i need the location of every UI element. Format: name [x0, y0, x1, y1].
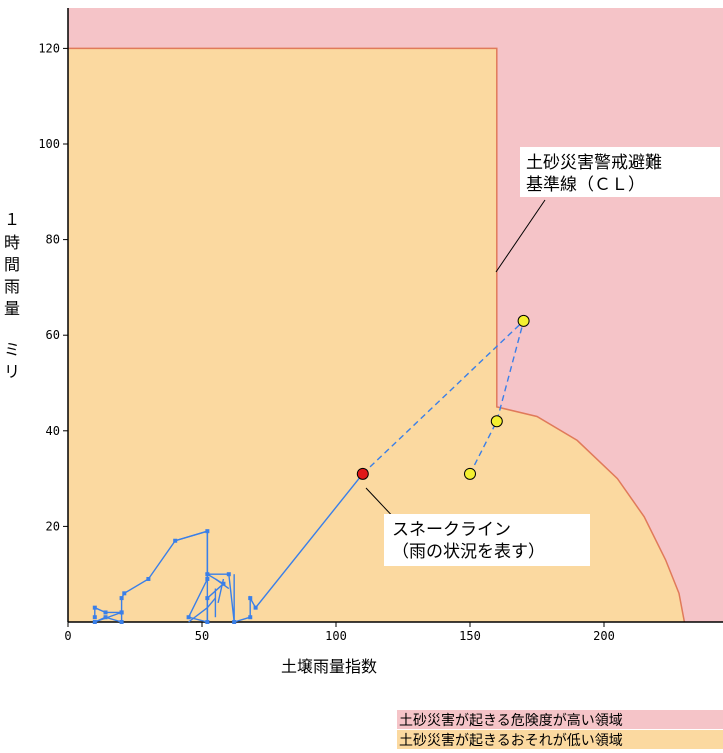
snake-point	[205, 572, 210, 577]
x-ticks: 0 50 100 150 200	[64, 622, 615, 643]
snake-point	[103, 615, 108, 620]
snake-label-line-2: （雨の状況を表す）	[392, 542, 545, 562]
snake-point	[205, 576, 210, 581]
y-label-char-7: リ	[4, 362, 20, 381]
snake-point	[248, 615, 253, 620]
snake-label-box	[384, 514, 590, 566]
snake-point	[122, 591, 127, 596]
cl-label-line-2: 基準線（ＣＬ）	[526, 175, 645, 195]
y-label-char-4: 雨	[4, 277, 20, 296]
cl-label-leader	[495, 199, 546, 273]
y-label-char-5: 量	[4, 299, 20, 318]
snake-point	[253, 605, 258, 610]
snake-point	[221, 581, 226, 586]
legend-high-risk-swatch	[397, 710, 723, 729]
forecast-point	[517, 314, 530, 327]
snake-point	[205, 596, 210, 601]
snake-line-segment	[188, 607, 208, 623]
x-tick-label: 200	[593, 629, 615, 643]
y-label-char-6: ミ	[4, 340, 20, 359]
forecast-point	[464, 467, 476, 480]
snake-point	[205, 620, 210, 624]
legend-low-risk-swatch	[397, 730, 723, 749]
snake-point	[232, 620, 237, 624]
snake-line-group	[92, 473, 364, 624]
snake-point	[92, 605, 97, 610]
legend-high-risk-label: 土砂災害が起きる危険度が高い領域	[399, 712, 623, 729]
y-label-char-2: 時	[4, 233, 20, 252]
y-tick-label: 120	[38, 41, 60, 55]
forecast-group	[362, 320, 525, 475]
snake-point	[186, 615, 191, 620]
x-tick-label: 50	[195, 629, 209, 643]
y-tick-label: 80	[46, 233, 60, 247]
x-tick-label: 0	[64, 629, 71, 643]
snake-point	[205, 529, 210, 534]
cl-label-box	[520, 147, 720, 197]
x-tick-label: 150	[459, 629, 481, 643]
snake-point	[248, 596, 253, 601]
points-group	[356, 314, 530, 480]
snake-point	[119, 620, 124, 624]
forecast-line	[362, 320, 525, 475]
cl-label-line-1: 土砂災害警戒避難	[526, 153, 662, 173]
snake-point	[146, 576, 151, 581]
y-tick-label: 100	[38, 137, 60, 151]
snake-point	[92, 620, 97, 624]
legend-low-risk-label: 土砂災害が起きるおそれが低い領域	[399, 732, 623, 749]
snake-label-line-1: スネークライン	[392, 520, 511, 540]
x-axis-label: 土壌雨量指数	[281, 657, 377, 676]
cl-boundary-line	[68, 47, 686, 623]
y-tick-label: 40	[46, 424, 60, 438]
snake-point	[92, 615, 97, 620]
snake-line-segment	[175, 530, 208, 542]
y-tick-label: 20	[46, 519, 60, 533]
x-tick-label: 100	[325, 629, 347, 643]
y-label-char-1: １	[4, 210, 20, 229]
snake-point	[226, 572, 231, 577]
y-ticks: 20 40 60 80 100 120	[38, 41, 68, 533]
current-point	[356, 467, 369, 480]
y-tick-label: 60	[46, 328, 60, 342]
snake-point	[119, 596, 124, 601]
snake-point	[173, 538, 178, 543]
low-risk-area	[68, 48, 685, 622]
snake-point	[103, 610, 108, 615]
y-axis-label: １ 時 間 雨 量 ミ リ	[4, 210, 20, 381]
forecast-point	[490, 415, 503, 428]
snake-line-segment	[206, 597, 216, 609]
legend: 土砂災害が起きる危険度が高い領域 土砂災害が起きるおそれが低い領域	[397, 710, 723, 749]
snake-point	[119, 610, 124, 615]
y-label-char-3: 間	[4, 255, 20, 274]
